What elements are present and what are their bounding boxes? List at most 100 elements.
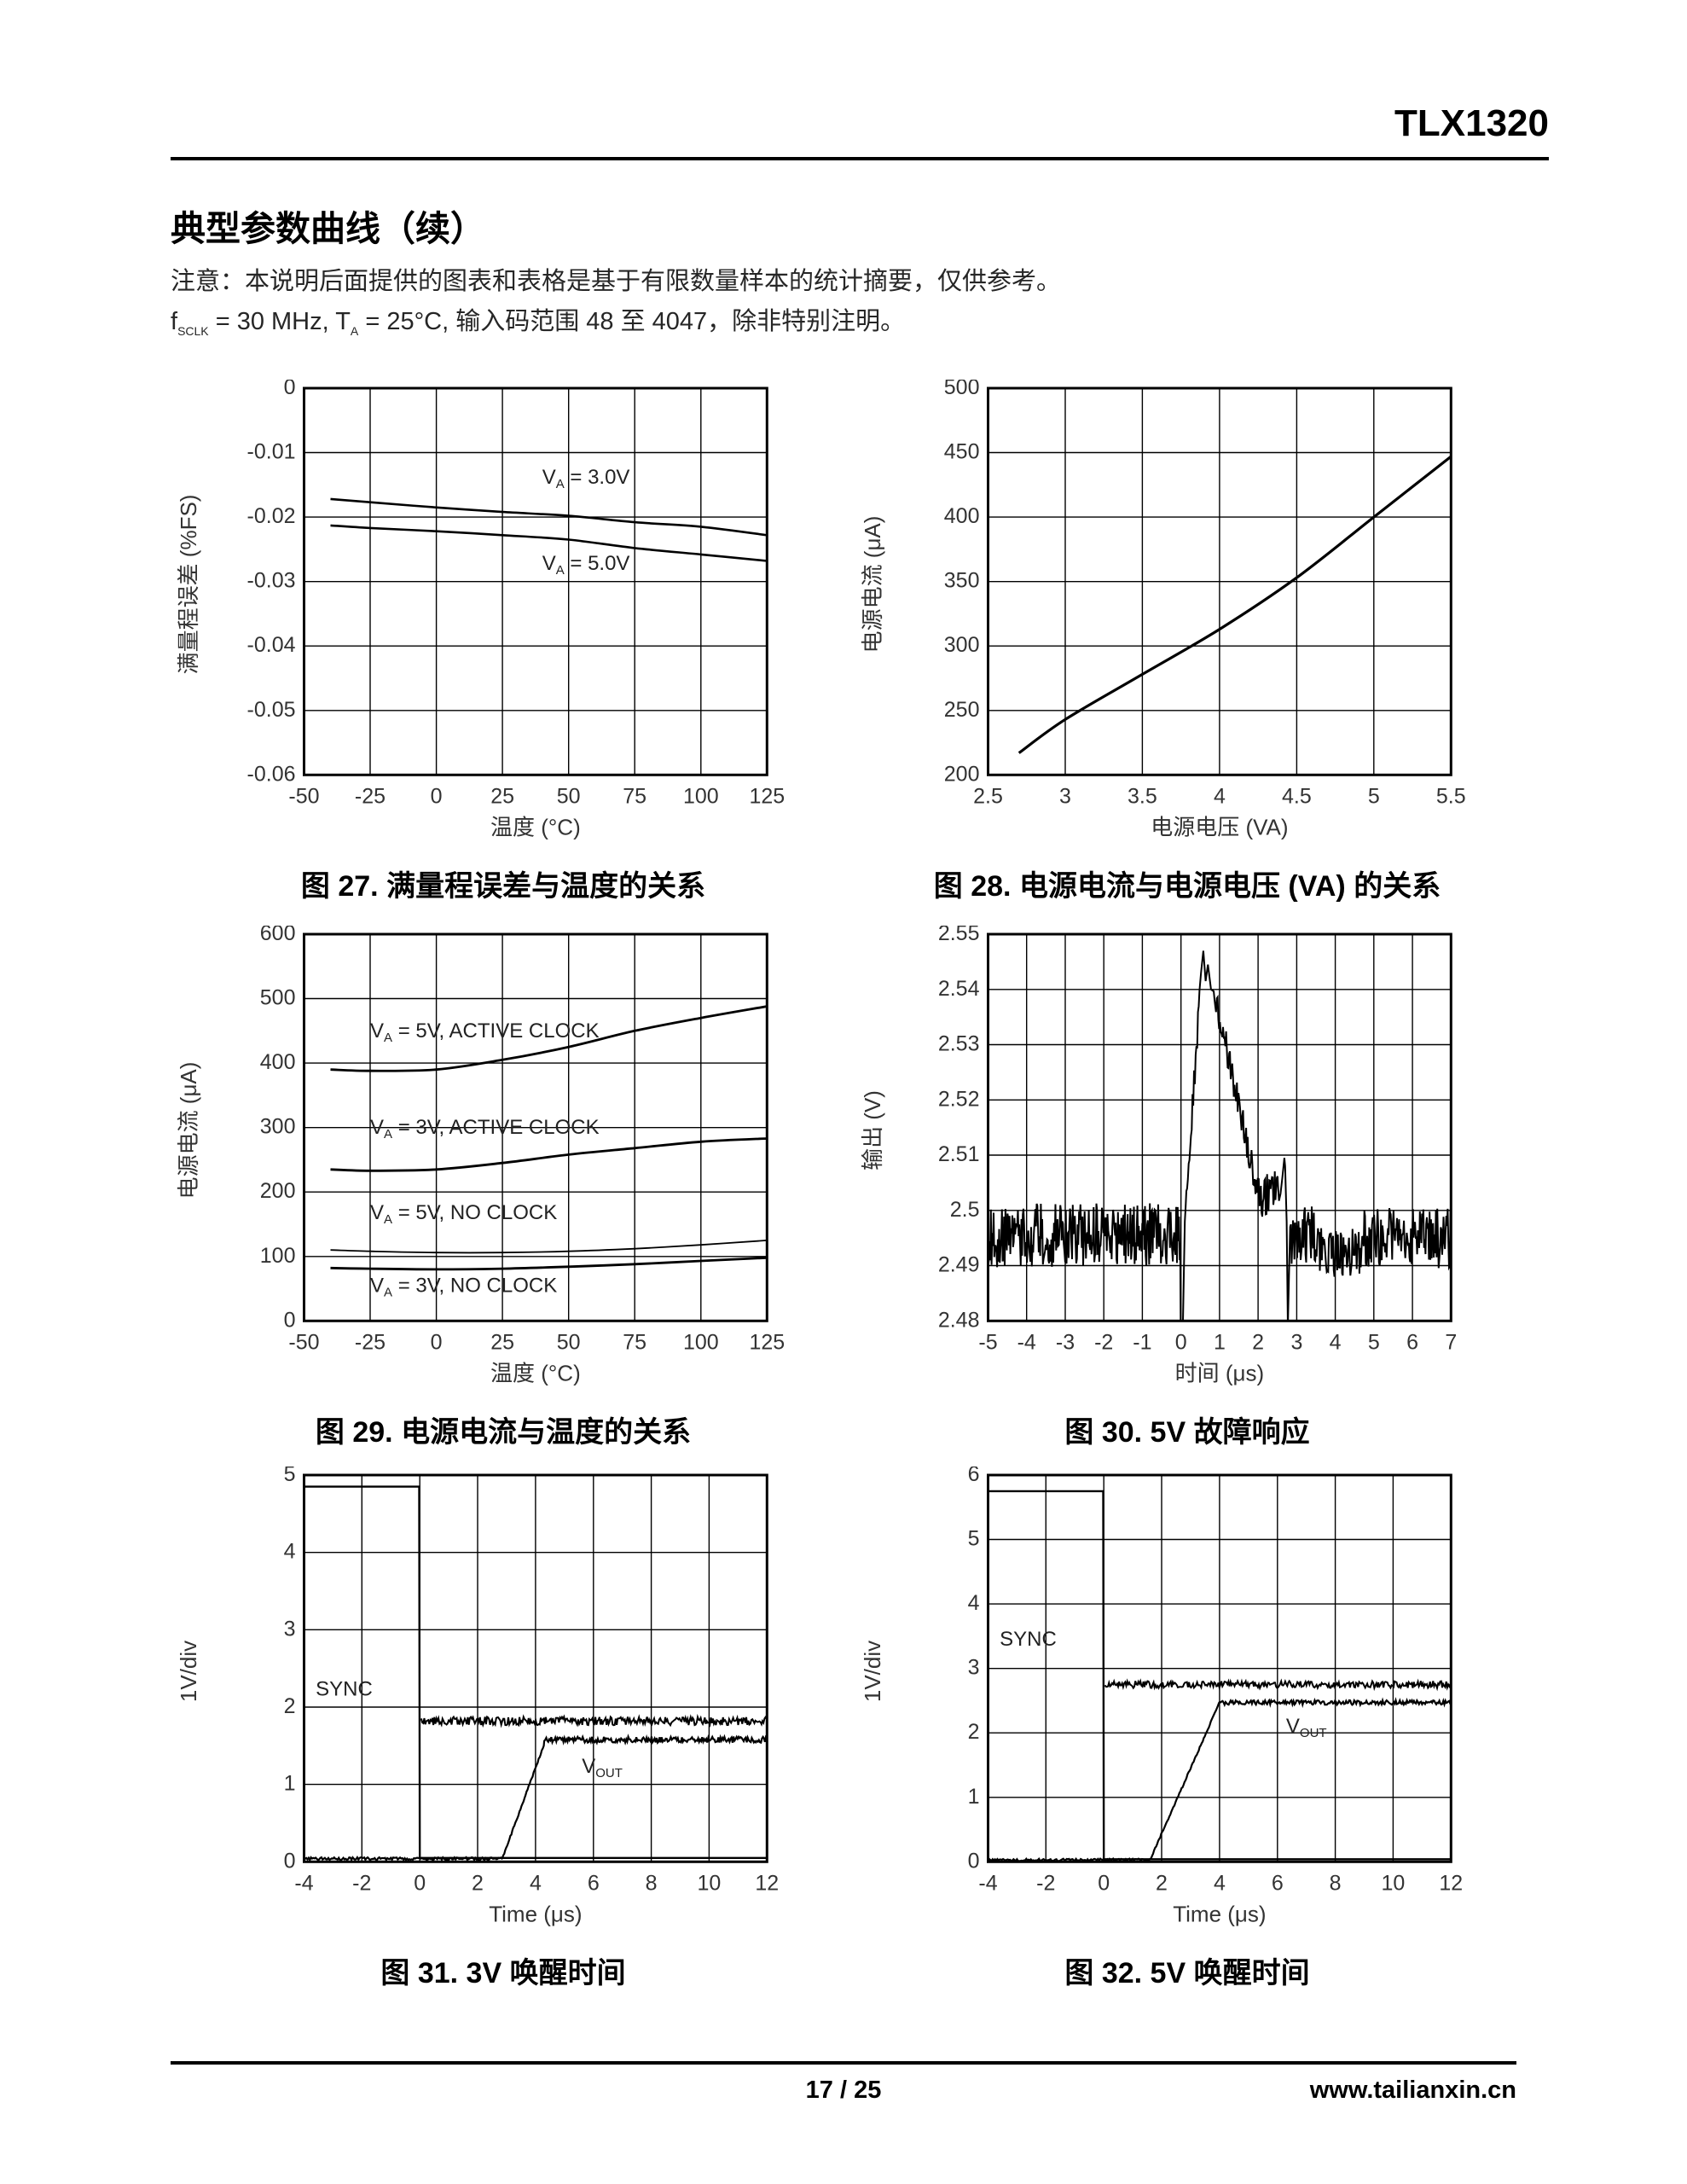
svg-text:5: 5 — [1368, 784, 1380, 808]
svg-text:50: 50 — [557, 784, 581, 808]
svg-text:75: 75 — [623, 1330, 646, 1354]
svg-text:0: 0 — [431, 1330, 443, 1354]
svg-text:电源电流 (μA): 电源电流 (μA) — [860, 515, 885, 653]
svg-text:电源电压 (VA): 电源电压 (VA) — [1151, 814, 1288, 839]
svg-text:VA = 5.0V: VA = 5.0V — [542, 552, 630, 578]
svg-text:-25: -25 — [355, 784, 386, 808]
svg-text:VOUT: VOUT — [582, 1755, 623, 1780]
svg-text:-0.05: -0.05 — [247, 698, 296, 722]
svg-text:0: 0 — [431, 784, 443, 808]
svg-text:3: 3 — [1290, 1330, 1302, 1354]
svg-text:350: 350 — [944, 569, 980, 593]
svg-text:100: 100 — [260, 1244, 296, 1268]
svg-text:4: 4 — [284, 1540, 296, 1564]
svg-text:-3: -3 — [1056, 1330, 1075, 1354]
svg-text:5: 5 — [968, 1526, 980, 1550]
svg-text:-0.06: -0.06 — [247, 762, 296, 786]
svg-text:时间 (μs): 时间 (μs) — [1175, 1360, 1265, 1385]
svg-text:-4: -4 — [294, 1871, 313, 1895]
svg-text:125: 125 — [749, 784, 785, 808]
svg-text:VA = 3.0V: VA = 3.0V — [542, 466, 630, 491]
svg-text:6: 6 — [968, 1467, 980, 1486]
svg-text:-2: -2 — [352, 1871, 371, 1895]
svg-text:VA = 5V, NO CLOCK: VA = 5V, NO CLOCK — [370, 1201, 557, 1227]
svg-text:2.52: 2.52 — [938, 1087, 980, 1111]
svg-text:75: 75 — [623, 784, 646, 808]
svg-text:2: 2 — [284, 1694, 296, 1718]
svg-text:10: 10 — [697, 1871, 721, 1895]
svg-text:1: 1 — [284, 1771, 296, 1795]
svg-text:500: 500 — [944, 380, 980, 399]
svg-text:300: 300 — [944, 633, 980, 657]
svg-text:4: 4 — [1214, 784, 1226, 808]
svg-text:4.5: 4.5 — [1282, 784, 1312, 808]
svg-text:0: 0 — [968, 1849, 980, 1873]
svg-text:0: 0 — [284, 380, 296, 399]
svg-text:4: 4 — [1214, 1871, 1226, 1895]
svg-text:200: 200 — [944, 762, 980, 786]
svg-text:400: 400 — [260, 1050, 296, 1074]
svg-text:600: 600 — [260, 926, 296, 945]
svg-text:-50: -50 — [288, 784, 319, 808]
svg-text:400: 400 — [944, 504, 980, 528]
svg-text:3: 3 — [284, 1617, 296, 1641]
svg-text:0: 0 — [414, 1871, 426, 1895]
svg-text:300: 300 — [260, 1115, 296, 1139]
svg-text:0: 0 — [284, 1849, 296, 1873]
svg-text:2.48: 2.48 — [938, 1308, 980, 1332]
svg-text:1: 1 — [968, 1785, 980, 1809]
svg-text:温度 (°C): 温度 (°C) — [490, 1360, 581, 1385]
svg-text:2.51: 2.51 — [938, 1142, 980, 1166]
svg-text:-0.01: -0.01 — [247, 439, 296, 463]
svg-text:1V/div: 1V/div — [860, 1641, 885, 1702]
svg-text:6: 6 — [1272, 1871, 1284, 1895]
svg-text:2.53: 2.53 — [938, 1031, 980, 1055]
svg-text:12: 12 — [755, 1871, 779, 1895]
svg-text:-4: -4 — [1017, 1330, 1036, 1354]
svg-text:8: 8 — [646, 1871, 658, 1895]
svg-text:2.49: 2.49 — [938, 1252, 980, 1276]
svg-text:VA = 3V, ACTIVE CLOCK: VA = 3V, ACTIVE CLOCK — [370, 1116, 600, 1141]
svg-text:25: 25 — [490, 784, 514, 808]
svg-text:0: 0 — [1098, 1871, 1110, 1895]
svg-text:SYNC: SYNC — [1000, 1628, 1057, 1651]
svg-text:6: 6 — [1406, 1330, 1418, 1354]
svg-text:3: 3 — [968, 1656, 980, 1680]
svg-text:2.5: 2.5 — [950, 1198, 980, 1222]
svg-text:2.5: 2.5 — [973, 784, 1003, 808]
svg-text:2: 2 — [472, 1871, 484, 1895]
svg-text:VA = 5V, ACTIVE CLOCK: VA = 5V, ACTIVE CLOCK — [370, 1019, 600, 1045]
svg-text:2: 2 — [1252, 1330, 1264, 1354]
svg-text:VOUT: VOUT — [1286, 1715, 1327, 1740]
svg-text:2.55: 2.55 — [938, 926, 980, 945]
svg-text:125: 125 — [749, 1330, 785, 1354]
svg-text:3.5: 3.5 — [1128, 784, 1157, 808]
svg-text:500: 500 — [260, 985, 296, 1009]
svg-text:450: 450 — [944, 439, 980, 463]
svg-text:1: 1 — [1214, 1330, 1226, 1354]
svg-text:VA = 3V, NO CLOCK: VA = 3V, NO CLOCK — [370, 1274, 557, 1299]
svg-text:2: 2 — [1156, 1871, 1168, 1895]
svg-text:1V/div: 1V/div — [176, 1641, 201, 1702]
svg-text:-25: -25 — [355, 1330, 386, 1354]
svg-text:-2: -2 — [1094, 1330, 1113, 1354]
svg-text:Time (μs): Time (μs) — [489, 1901, 582, 1926]
svg-text:满量程误差 (%FS): 满量程误差 (%FS) — [176, 494, 201, 674]
svg-text:2: 2 — [968, 1720, 980, 1744]
svg-text:-4: -4 — [978, 1871, 997, 1895]
svg-text:2.54: 2.54 — [938, 977, 980, 1001]
svg-text:25: 25 — [490, 1330, 514, 1354]
svg-text:4: 4 — [968, 1591, 980, 1615]
svg-text:7: 7 — [1445, 1330, 1457, 1354]
svg-text:Time (μs): Time (μs) — [1173, 1901, 1266, 1926]
svg-text:4: 4 — [530, 1871, 542, 1895]
svg-text:12: 12 — [1439, 1871, 1463, 1895]
svg-text:输出 (V): 输出 (V) — [860, 1090, 885, 1170]
svg-text:-1: -1 — [1133, 1330, 1151, 1354]
svg-text:5.5: 5.5 — [1436, 784, 1466, 808]
svg-text:0: 0 — [1175, 1330, 1187, 1354]
svg-text:-0.02: -0.02 — [247, 504, 296, 528]
svg-text:50: 50 — [557, 1330, 581, 1354]
svg-text:3: 3 — [1059, 784, 1071, 808]
svg-text:5: 5 — [284, 1467, 296, 1486]
